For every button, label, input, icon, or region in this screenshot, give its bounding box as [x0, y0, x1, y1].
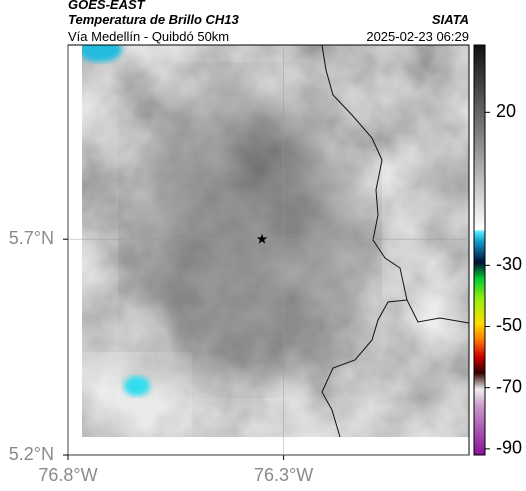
subtitle: Temperatura de Brillo CH13: [68, 12, 240, 27]
colorbar-label: -70: [496, 376, 522, 396]
route: Vía Medellín - Quibdó 50km: [68, 29, 229, 44]
colorbar-label: -30: [496, 254, 522, 274]
colorbar-label: -90: [496, 438, 522, 458]
colorbar-label: -50: [496, 315, 522, 335]
source: SIATA: [432, 12, 469, 27]
y-tick-label: 5.7°N: [9, 228, 54, 248]
x-tick-label: 76.8°W: [38, 465, 97, 485]
satellite-image: [82, 45, 469, 437]
y-tick-label: 5.2°N: [9, 444, 54, 464]
colorbar: [473, 44, 486, 456]
location-marker: [256, 233, 268, 244]
datetime: 2025-02-23 06:29: [366, 29, 469, 44]
title: GOES-EAST: [68, 0, 146, 12]
x-tick-label: 76.3°W: [254, 465, 313, 485]
colorbar-label: 20: [496, 101, 516, 121]
